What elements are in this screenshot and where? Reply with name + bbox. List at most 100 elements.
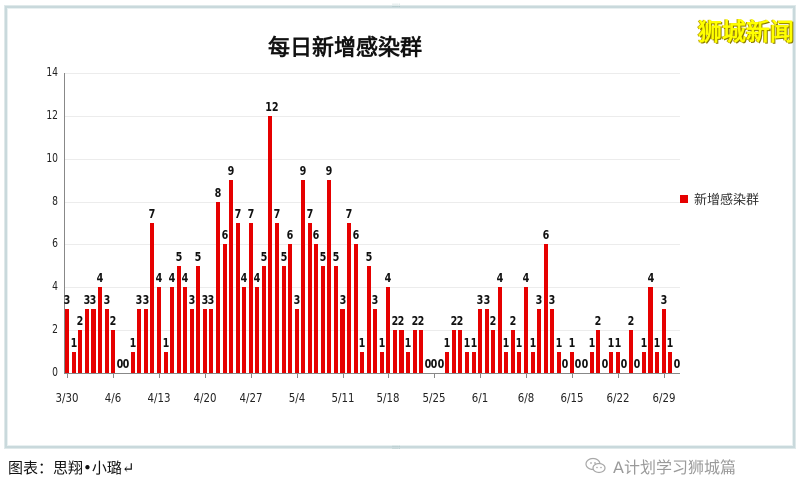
bar[interactable]: [163, 351, 168, 373]
bar[interactable]: [71, 351, 76, 373]
bar[interactable]: [170, 287, 175, 373]
bar[interactable]: [484, 308, 489, 373]
bar[interactable]: [543, 244, 548, 373]
bar[interactable]: [445, 351, 450, 373]
chart-frame[interactable]: :::: ::::: [5, 2, 795, 451]
data-label: 5: [194, 249, 202, 264]
data-label: 5: [280, 249, 287, 264]
x-tick-label: 6/29: [652, 391, 676, 405]
bar[interactable]: [288, 244, 293, 373]
figure-caption: 图表：思翔•小璐↵: [8, 459, 135, 477]
bar[interactable]: [143, 308, 148, 373]
bar[interactable]: [202, 308, 207, 373]
data-label: 0: [122, 357, 130, 371]
data-label: 6: [221, 228, 228, 243]
bar[interactable]: [150, 223, 155, 373]
bar[interactable]: [451, 330, 456, 373]
bar[interactable]: [530, 351, 535, 373]
bar[interactable]: [111, 330, 116, 373]
bar[interactable]: [222, 244, 227, 373]
bar[interactable]: [98, 287, 103, 373]
bar[interactable]: [412, 330, 417, 373]
bar[interactable]: [347, 223, 352, 373]
bar[interactable]: [104, 308, 109, 373]
bar[interactable]: [523, 287, 529, 373]
bar[interactable]: [229, 180, 234, 373]
bar[interactable]: [419, 330, 424, 373]
bar[interactable]: [510, 330, 515, 373]
bar[interactable]: [537, 308, 542, 373]
bar[interactable]: [307, 223, 312, 373]
bar[interactable]: [235, 223, 240, 373]
bar[interactable]: [628, 330, 633, 373]
bar[interactable]: [78, 330, 83, 373]
bar[interactable]: [668, 351, 673, 373]
bar[interactable]: [366, 265, 371, 373]
bar[interactable]: [274, 223, 279, 373]
bar[interactable]: [641, 351, 646, 373]
bar[interactable]: [497, 287, 502, 373]
data-label: 3: [136, 292, 143, 307]
bar[interactable]: [301, 180, 306, 373]
bar[interactable]: [550, 308, 555, 373]
bar[interactable]: [196, 265, 201, 373]
x-tick: [617, 373, 619, 378]
bar[interactable]: [504, 351, 509, 373]
data-label: 2: [457, 314, 464, 329]
bar[interactable]: [209, 308, 214, 373]
bar[interactable]: [360, 351, 365, 373]
bar[interactable]: [294, 308, 299, 373]
bar[interactable]: [661, 308, 666, 373]
bar[interactable]: [556, 351, 561, 373]
bar[interactable]: [176, 265, 181, 373]
bar[interactable]: [189, 308, 194, 373]
bar[interactable]: [340, 308, 345, 373]
data-label: 1: [463, 335, 471, 350]
bar[interactable]: [406, 351, 411, 373]
bar[interactable]: [156, 287, 162, 373]
bar[interactable]: [268, 115, 273, 373]
resize-handle-top[interactable]: ::::: [392, 2, 401, 9]
bar[interactable]: [84, 308, 89, 373]
bar[interactable]: [137, 308, 142, 373]
bar[interactable]: [130, 351, 135, 373]
bar[interactable]: [399, 330, 404, 373]
bar[interactable]: [183, 287, 188, 373]
resize-handle-bottom[interactable]: ::::: [392, 444, 401, 451]
bar[interactable]: [478, 308, 483, 373]
bar[interactable]: [248, 223, 253, 373]
x-tick-label: 5/11: [331, 391, 354, 405]
bar[interactable]: [471, 351, 476, 373]
bar[interactable]: [373, 308, 378, 373]
bar[interactable]: [589, 351, 594, 373]
bar[interactable]: [379, 351, 384, 373]
bar[interactable]: [392, 330, 397, 373]
bar[interactable]: [596, 330, 601, 373]
bar[interactable]: [615, 351, 620, 373]
bar[interactable]: [648, 287, 653, 373]
data-label: 3: [483, 292, 491, 307]
bar[interactable]: [242, 287, 247, 373]
bar[interactable]: [91, 308, 96, 373]
bar[interactable]: [569, 351, 574, 373]
bar[interactable]: [353, 244, 358, 373]
bar[interactable]: [491, 330, 496, 373]
bar[interactable]: [517, 351, 522, 373]
bar[interactable]: [333, 265, 338, 373]
bar[interactable]: [65, 308, 70, 373]
bar[interactable]: [386, 287, 391, 373]
bar[interactable]: [255, 287, 260, 373]
bar[interactable]: [458, 330, 463, 373]
bar[interactable]: [320, 265, 325, 373]
x-tick: [67, 373, 69, 378]
bar[interactable]: [281, 265, 286, 373]
x-tick: [526, 373, 527, 378]
bar[interactable]: [327, 180, 332, 373]
bar[interactable]: [261, 265, 266, 373]
bar[interactable]: [655, 351, 660, 373]
bar[interactable]: [609, 351, 614, 373]
data-label: 1: [588, 335, 595, 350]
bar[interactable]: [215, 201, 221, 373]
bar[interactable]: [314, 244, 319, 373]
bar[interactable]: [464, 351, 470, 373]
